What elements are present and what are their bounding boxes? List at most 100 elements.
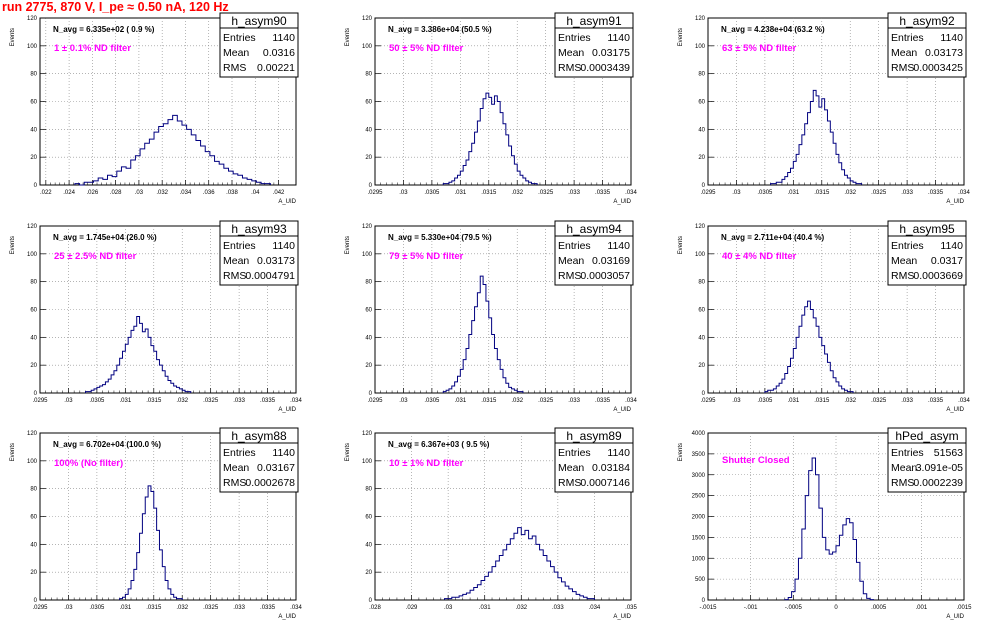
y-tick-label: 100 — [362, 459, 373, 465]
stat-label: RMS — [558, 270, 581, 282]
histogram-bars — [770, 89, 863, 185]
y-tick-label: 100 — [27, 459, 38, 465]
x-tick-label: .031 — [787, 190, 799, 196]
histogram-panel: .0295 .03 .0305 .031 .0315 .032 .0325 .033 .0335… — [10, 220, 302, 413]
histogram-panel: .0295 .03 .0305 .031 .0315 .032 .0325 .033 .0335… — [345, 220, 637, 413]
y-tick-label: 80 — [365, 280, 372, 286]
x-tick-label: .0295 — [32, 605, 48, 611]
navg-label: N_avg = 3.386e+04 (50.5 %) — [388, 25, 492, 34]
x-tick-label: .0335 — [928, 190, 944, 196]
y-tick-label: 40 — [365, 542, 372, 548]
x-tick-label: .0295 — [367, 398, 383, 404]
stat-label: RMS — [558, 477, 581, 489]
x-axis-title: A_UID — [613, 407, 631, 413]
x-axis-title: A_UID — [278, 614, 296, 620]
stat-value: 0.0316 — [263, 47, 295, 59]
x-tick-label: .032 — [515, 605, 527, 611]
x-tick-label: .0305 — [757, 398, 773, 404]
x-tick-label: .031 — [119, 398, 131, 404]
y-tick-label: 3500 — [692, 452, 706, 458]
y-tick-label: 100 — [362, 252, 373, 258]
stats-title: h_asym90 — [231, 14, 287, 28]
stat-label: Mean — [223, 47, 249, 59]
stats-box — [887, 12, 967, 78]
x-axis-title: A_UID — [278, 407, 296, 413]
x-tick-label: .0295 — [700, 398, 716, 404]
y-axis-title: Events — [10, 28, 16, 46]
y-tick-label: 1500 — [692, 535, 706, 541]
navg-label: N_avg = 6.367e+03 ( 9.5 %) — [388, 440, 490, 449]
y-tick-label: 2000 — [692, 515, 706, 521]
y-tick-label: 20 — [365, 363, 372, 369]
x-tick-label: .032 — [511, 190, 523, 196]
y-tick-label: 60 — [365, 308, 372, 314]
histogram-panel: .028 .029 .03 .031 .032 .033 .034 .035 0 20 40 60 80… — [345, 427, 637, 620]
y-tick-label: 80 — [365, 487, 372, 493]
y-tick-label: 0 — [702, 183, 706, 189]
y-tick-label: 80 — [698, 280, 705, 286]
stat-value: 1140 — [940, 240, 963, 252]
y-tick-label: 3000 — [692, 473, 706, 479]
stat-value: 0.03173 — [925, 47, 963, 59]
x-tick-label: .034 — [625, 398, 637, 404]
histogram-bars — [74, 114, 271, 186]
y-tick-label: 20 — [698, 363, 705, 369]
stats-title: hPed_asym — [895, 429, 958, 443]
x-tick-label: -.001 — [744, 605, 758, 611]
x-tick-label: .034 — [290, 605, 302, 611]
y-tick-label: 120 — [362, 16, 373, 22]
stats-box — [887, 220, 967, 286]
y-tick-label: 100 — [695, 252, 706, 258]
histogram-panel: .0295 .03 .0305 .031 .0315 .032 .0325 .033 .0335… — [678, 12, 970, 205]
x-tick-label: .036 — [203, 190, 215, 196]
x-tick-label: .0315 — [481, 190, 497, 196]
y-tick-label: 1000 — [692, 556, 706, 562]
stat-value: 0.03175 — [592, 47, 630, 59]
y-axis-title: Events — [10, 236, 16, 254]
y-tick-label: 120 — [695, 224, 706, 230]
x-tick-label: .034 — [180, 190, 192, 196]
y-tick-label: 0 — [369, 598, 373, 604]
x-tick-label: .03 — [732, 398, 741, 404]
y-tick-label: 100 — [695, 44, 706, 50]
y-axis-title: Events — [345, 28, 351, 46]
stat-label: Entries — [891, 240, 924, 252]
x-tick-label: .0305 — [89, 605, 105, 611]
x-tick-label: .031 — [787, 398, 799, 404]
stat-label: Entries — [223, 447, 256, 459]
y-tick-label: 120 — [27, 224, 38, 230]
y-tick-label: 20 — [698, 155, 705, 161]
x-tick-label: .0315 — [814, 398, 830, 404]
x-tick-label: .028 — [369, 605, 381, 611]
stat-label: Mean — [891, 47, 917, 59]
stat-value: 0.0003425 — [913, 62, 963, 74]
x-tick-label: .03 — [399, 190, 408, 196]
stat-label: RMS — [891, 62, 914, 74]
stat-label: Entries — [891, 32, 924, 44]
y-tick-label: 120 — [27, 431, 38, 437]
x-tick-label: .028 — [110, 190, 122, 196]
filter-label: 79 ± 5% ND filter — [389, 251, 464, 262]
histogram-bars — [119, 485, 183, 600]
x-tick-label: .0295 — [367, 190, 383, 196]
y-tick-label: 20 — [30, 155, 37, 161]
stat-value: 0.0002678 — [245, 477, 295, 489]
stat-label: Mean — [223, 462, 249, 474]
stat-label: Mean — [891, 255, 917, 267]
stat-label: Mean — [558, 462, 584, 474]
y-tick-label: 80 — [30, 280, 37, 286]
y-tick-label: 40 — [365, 127, 372, 133]
filter-label: 100% (No filter) — [54, 458, 123, 469]
navg-label: N_avg = 5.330e+04 (79.5 %) — [388, 233, 492, 242]
y-tick-label: 0 — [34, 391, 38, 397]
x-tick-label: .0315 — [146, 605, 162, 611]
x-tick-label: .032 — [176, 398, 188, 404]
stat-value: 1140 — [272, 32, 295, 44]
stat-label: Entries — [558, 447, 591, 459]
stat-label: Mean — [891, 462, 917, 474]
x-tick-label: .0295 — [32, 398, 48, 404]
x-axis-title: A_UID — [946, 407, 964, 413]
y-tick-label: 100 — [27, 252, 38, 258]
y-tick-label: 60 — [365, 100, 372, 106]
stats-title: h_asym91 — [566, 14, 622, 28]
